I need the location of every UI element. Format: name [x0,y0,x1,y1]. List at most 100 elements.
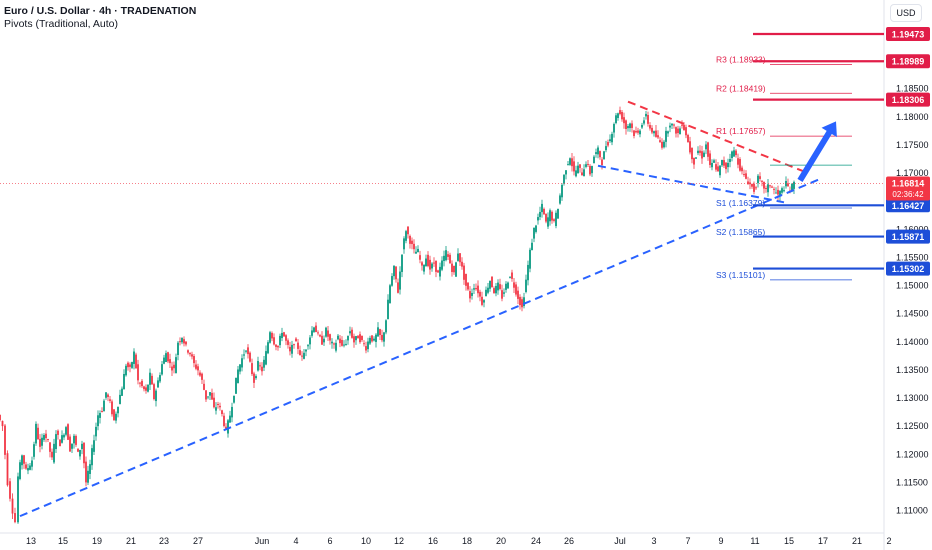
candle-body [447,254,449,257]
candle-body [431,263,433,269]
candle-body [681,124,683,126]
candle-body [385,320,387,333]
candle-body [339,338,341,344]
candle-body [779,190,781,196]
candle-body [199,372,201,376]
candle-body [387,299,389,320]
candle-body [111,401,113,415]
candle-body [401,254,403,272]
candle-body [751,183,753,187]
candle-body [647,115,649,124]
indicator-label[interactable]: Pivots (Traditional, Auto) [4,18,118,30]
candle-body [181,337,183,343]
candle-body [113,409,115,421]
candle-body [139,382,141,384]
candle-body [177,342,179,355]
candle-body [195,364,197,369]
candle-body [643,120,645,124]
candle-body [581,172,583,176]
wedge-resistance-trendline [627,100,809,175]
candle-body [239,364,241,372]
candle-body [365,346,367,351]
candle-body [505,283,507,290]
candle-body [477,285,479,294]
candle-body [491,276,493,288]
candle-body [531,242,533,251]
candle-body [39,438,41,447]
candle-body [787,183,789,187]
candle-body [521,299,523,308]
candle-body [303,352,305,359]
key-level-tag [886,27,930,42]
x-tick-label: 17 [818,536,828,546]
pivot-label: S2 (1.15865) [716,227,765,237]
y-tick-label: 1.18000 [896,112,929,122]
candle-body [407,226,409,235]
candle-body [769,185,771,187]
candle-body [235,377,237,394]
candle-body [673,124,675,126]
candle-body [691,147,693,160]
candle-body [215,407,217,411]
candle-body [489,281,491,289]
candle-body [75,435,77,445]
candle-body [345,343,347,345]
candle-body [485,289,487,297]
candle-body [71,443,73,449]
y-tick-label: 1.17000 [896,168,929,178]
candle-body [79,449,81,457]
candle-body [9,481,11,499]
candle-body [383,332,385,342]
candle-body [429,259,431,270]
candle-body [443,255,445,261]
key-level-value: 1.19473 [892,30,925,40]
candle-body [519,296,521,306]
pivot-label: S1 (1.16379) [716,198,765,208]
candle-body [99,412,101,418]
pivot-label: S3 (1.15101) [716,270,765,280]
candle-body [427,254,429,267]
candle-body [81,443,83,450]
candle-body [209,392,211,396]
candle-body [655,130,657,137]
x-tick-label: 9 [718,536,723,546]
candle-body [133,351,135,364]
candle-body [45,433,47,439]
candle-body [123,373,125,390]
x-tick-label: 23 [159,536,169,546]
candle-body [175,357,177,374]
candle-body [603,151,605,160]
candle-body [625,120,627,130]
candle-body [201,373,203,380]
candle-body [761,180,763,182]
candle-body [295,338,297,342]
currency-button[interactable]: USD [890,4,922,22]
candle-body [277,345,279,348]
candle-body [729,159,731,162]
candle-body [547,217,549,227]
candle-body [357,335,359,339]
candle-body [147,384,149,392]
candle-body [347,335,349,341]
candle-body [513,282,515,288]
pivot-label: R3 (1.18933) [716,54,766,64]
candle-body [273,337,275,345]
candle-body [227,420,229,434]
candle-body [629,123,631,129]
key-level-tag [886,229,930,244]
candle-body [781,188,783,193]
candle-body [309,337,311,345]
candle-body [717,166,719,172]
candle-body [129,364,131,367]
candle-body [545,213,547,222]
candle-body [703,152,705,157]
candle-body [667,131,669,134]
candle-body [163,357,165,364]
candle-body [19,462,21,479]
candle-body [205,390,207,400]
candle-body [307,345,309,347]
candle-body [517,290,519,299]
candle-body [207,396,209,398]
candle-body [783,190,785,192]
